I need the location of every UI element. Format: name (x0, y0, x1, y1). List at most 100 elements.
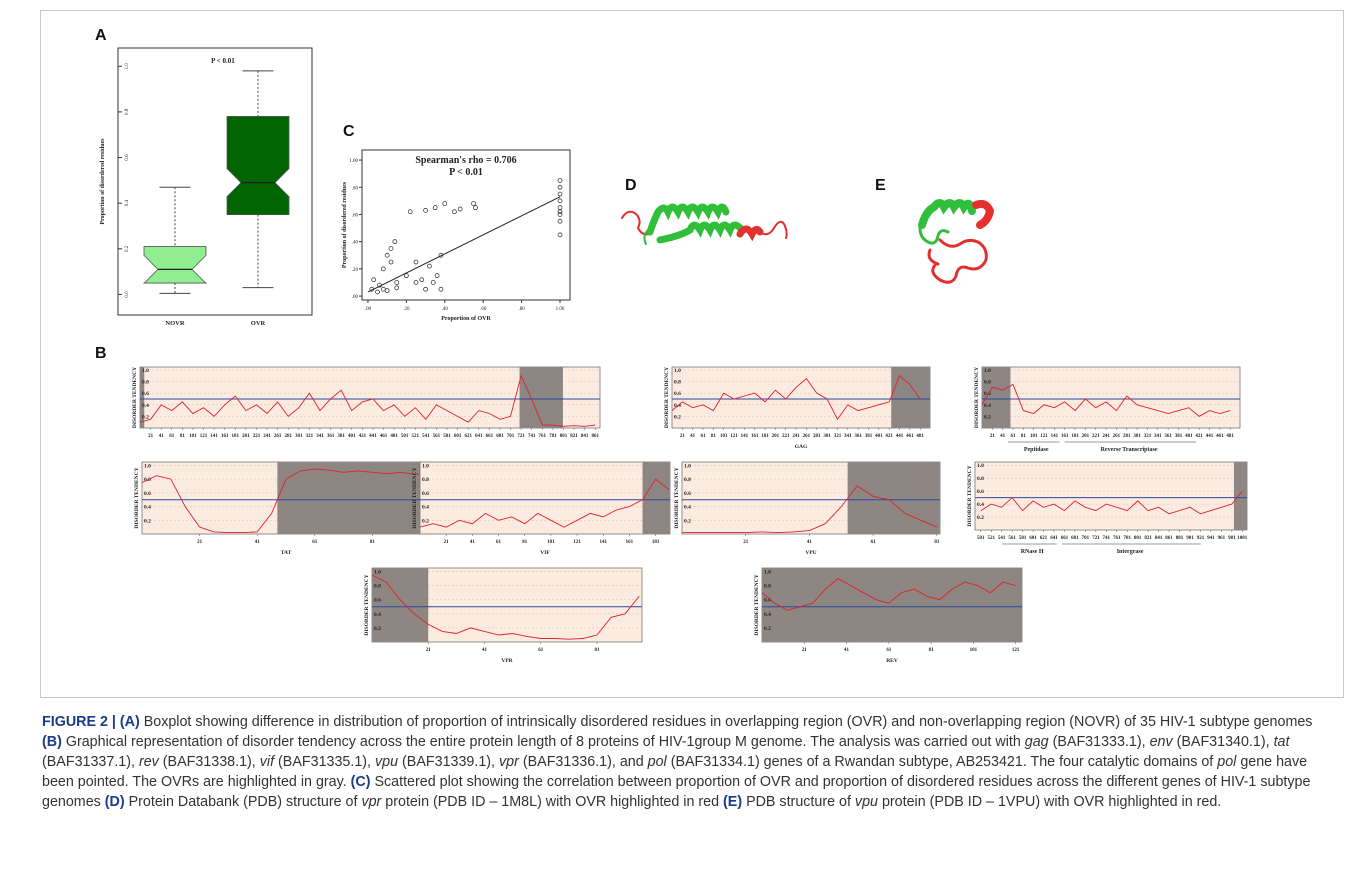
caption-text: (BAF31335.1), (274, 754, 375, 770)
caption-text: vif (260, 754, 274, 770)
caption-text: vpu (375, 754, 398, 770)
x-tick-label: 21 (148, 434, 154, 439)
y-tick-label: 0.0 (125, 291, 130, 298)
y-tick-label: 0.4 (984, 403, 991, 409)
x-tick-label: 661 (1061, 536, 1069, 541)
y-axis-label: Proportion of disordered residues (100, 138, 106, 225)
x-tick-label: 841 (1155, 536, 1163, 541)
x-tick-label: 741 (1103, 536, 1111, 541)
x-tick-label: 841 (581, 434, 589, 439)
x-tick-label: 161 (221, 434, 229, 439)
y-tick-label: .00 (352, 295, 359, 300)
disorder-plot: 0.20.40.60.81.021416181DISORDER TENDENCY… (134, 462, 430, 556)
protein-structure-d (622, 207, 787, 244)
scatter-point (439, 287, 443, 291)
y-tick-label: 1.0 (142, 368, 149, 374)
domain-label: Reverse Transcriptase (1101, 447, 1158, 453)
scatter-point (381, 267, 385, 271)
x-tick-label: 61 (538, 648, 544, 653)
y-tick-label: 0.8 (984, 380, 991, 386)
x-tick-label: 601 (1029, 536, 1037, 541)
x-tick-label: 341 (316, 434, 324, 439)
caption-text: env (1150, 734, 1173, 750)
y-tick-label: 0.4 (422, 505, 429, 511)
x-tick-label: 281 (813, 434, 821, 439)
x-tick-label: OVR (251, 320, 266, 327)
x-tick-label: 721 (1092, 536, 1100, 541)
y-tick-label: 0.2 (374, 626, 381, 632)
caption-text: tat (1274, 734, 1290, 750)
x-tick-label: 21 (197, 540, 203, 545)
box (144, 247, 206, 284)
x-axis-label: Proportion of OVR (441, 316, 491, 322)
y-axis-label: DISORDER TENDENCY (364, 574, 370, 635)
x-tick-label: .00 (365, 307, 372, 312)
ovr-region (848, 462, 940, 534)
y-tick-label: 0.6 (125, 154, 130, 161)
x-tick-label: 361 (854, 434, 862, 439)
y-tick-label: 0.2 (422, 518, 429, 524)
x-tick-label: 341 (1154, 434, 1162, 439)
panel-label: A (95, 27, 107, 44)
y-axis-label: DISORDER TENDENCY (132, 367, 138, 428)
x-tick-label: 581 (1019, 536, 1027, 541)
x-tick-label: 241 (792, 434, 800, 439)
y-axis-label: DISORDER TENDENCY (674, 467, 680, 528)
x-tick-label: 21 (444, 540, 450, 545)
y-tick-label: 0.8 (422, 477, 429, 483)
caption-text: gag (1025, 734, 1049, 750)
x-tick-label: 181 (232, 434, 240, 439)
caption-text: Graphical representation of disorder ten… (62, 734, 1025, 750)
x-tick-label: 381 (865, 434, 873, 439)
x-tick-label: 781 (549, 434, 557, 439)
caption-text: (BAF31340.1), (1173, 734, 1274, 750)
x-tick-label: NOVR (165, 320, 184, 327)
y-tick-label: 0.8 (684, 477, 691, 483)
x-tick-label: 521 (987, 536, 995, 541)
caption-text: Protein Databank (PDB) structure of (125, 794, 362, 810)
x-tick-label: 61 (496, 540, 502, 545)
x-tick-label: 641 (475, 434, 483, 439)
domain-label: RNase H (1021, 549, 1044, 555)
x-tick-label: 101 (970, 648, 978, 653)
figure-caption: FIGURE 2 | (A) Boxplot showing differenc… (42, 712, 1332, 812)
x-tick-label: 441 (369, 434, 377, 439)
x-tick-label: 121 (730, 434, 738, 439)
plot-background (982, 367, 1240, 428)
disorder-plot: 0.20.40.60.81.02141618110112114116118120… (974, 367, 1240, 453)
chart-title: Spearman's rho = 0.706 (415, 155, 516, 166)
y-tick-label: 0.6 (374, 598, 381, 604)
x-tick-label: 101 (189, 434, 197, 439)
x-tick-label: 361 (1164, 434, 1172, 439)
scatter-point (433, 206, 437, 210)
caption-text: rev (139, 754, 159, 770)
y-tick-label: 0.2 (674, 414, 681, 420)
x-tick-label: 21 (743, 540, 749, 545)
scatter-point (414, 260, 418, 264)
scatter-point (395, 286, 399, 290)
x-tick-label: 81 (711, 434, 717, 439)
x-tick-label: 61 (169, 434, 175, 439)
x-tick-label: 401 (875, 434, 883, 439)
x-tick-label: 661 (486, 434, 494, 439)
x-tick-label: 761 (539, 434, 547, 439)
scatter-point (395, 280, 399, 284)
fit-line (368, 197, 560, 292)
x-tick-label: 261 (803, 434, 811, 439)
x-tick-label: 161 (751, 434, 759, 439)
gene-label: VPR (501, 658, 513, 664)
x-tick-label: 501 (401, 434, 409, 439)
x-tick-label: 861 (591, 434, 599, 439)
x-tick-label: 681 (1071, 536, 1079, 541)
disorder-plot: 0.20.40.60.81.021416181101121141161181DI… (412, 462, 670, 556)
caption-text: PDB structure of (742, 794, 855, 810)
domain-label: Peptidase (1024, 447, 1049, 453)
x-tick-label: 501 (977, 536, 985, 541)
x-tick-label: 301 (823, 434, 831, 439)
caption-text: pol (648, 754, 667, 770)
y-tick-label: 0.6 (674, 391, 681, 397)
y-tick-label: .20 (352, 268, 359, 273)
x-tick-label: 401 (348, 434, 356, 439)
y-tick-label: 0.2 (125, 245, 130, 252)
scatter-point (431, 280, 435, 284)
